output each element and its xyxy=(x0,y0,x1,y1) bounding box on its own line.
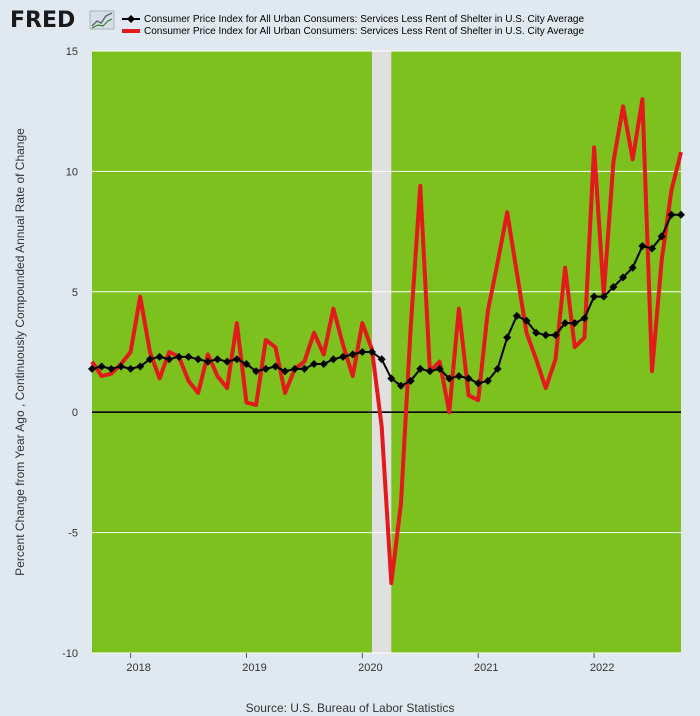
data-point-black xyxy=(387,374,396,383)
legend-item-red[interactable]: Consumer Price Index for All Urban Consu… xyxy=(122,26,584,37)
legend: Consumer Price Index for All Urban Consu… xyxy=(122,14,584,37)
series-black xyxy=(88,210,685,390)
data-point-black xyxy=(203,357,212,366)
data-point-black xyxy=(126,364,135,373)
data-point-black xyxy=(609,282,618,291)
data-point-black xyxy=(570,319,579,328)
data-point-black xyxy=(512,311,521,320)
data-point-black xyxy=(319,360,328,369)
fred-logo[interactable]: FRED xyxy=(10,8,115,33)
data-point-black xyxy=(107,364,116,373)
data-point-black xyxy=(435,364,444,373)
data-point-black xyxy=(338,352,347,361)
legend-label-red: Consumer Price Index for All Urban Consu… xyxy=(144,26,584,37)
data-point-black xyxy=(464,374,473,383)
data-point-black xyxy=(213,355,222,364)
data-point-black xyxy=(580,314,589,323)
data-point-black xyxy=(667,210,676,219)
data-point-black xyxy=(474,379,483,388)
data-point-black xyxy=(493,364,502,373)
data-point-black xyxy=(541,331,550,340)
x-tick-label: 2020 xyxy=(358,662,382,674)
data-point-black xyxy=(329,355,338,364)
data-point-black xyxy=(261,364,270,373)
x-tick-label: 2021 xyxy=(474,662,498,674)
data-point-black xyxy=(599,292,608,301)
data-point-black xyxy=(522,316,531,325)
data-point-black xyxy=(223,357,232,366)
data-point-black xyxy=(165,355,174,364)
y-tick-label: 0 xyxy=(72,407,78,419)
data-point-black xyxy=(551,331,560,340)
data-point-black xyxy=(483,376,492,385)
series-red xyxy=(90,97,683,586)
y-axis-title: Percent Change from Year Ago , Continuou… xyxy=(13,128,27,576)
data-point-black xyxy=(406,376,415,385)
series-line-red xyxy=(90,97,683,586)
legend-label-black: Consumer Price Index for All Urban Consu… xyxy=(144,14,584,25)
data-point-black xyxy=(232,355,241,364)
data-point-black xyxy=(619,273,628,282)
data-point-black xyxy=(184,352,193,361)
data-point-black xyxy=(358,348,367,356)
y-tick-label: 10 xyxy=(66,166,78,178)
data-point-black xyxy=(174,352,183,361)
y-tick-label: -5 xyxy=(68,528,78,540)
y-tick-label: 5 xyxy=(72,287,78,299)
data-point-black xyxy=(194,355,203,364)
legend-item-black[interactable]: Consumer Price Index for All Urban Consu… xyxy=(122,14,584,25)
y-tick-label: 15 xyxy=(66,46,78,58)
data-point-black xyxy=(310,360,319,369)
data-point-black xyxy=(348,350,357,359)
data-point-black xyxy=(290,364,299,373)
trend-line-icon xyxy=(89,10,115,30)
data-point-black xyxy=(281,367,290,376)
data-point-black xyxy=(532,328,541,337)
data-point-black xyxy=(367,348,376,356)
data-point-black xyxy=(445,374,454,383)
data-point-black xyxy=(677,210,685,219)
data-point-black xyxy=(638,242,647,251)
data-point-black xyxy=(116,362,125,371)
data-point-black xyxy=(271,362,280,371)
data-point-black xyxy=(416,364,425,373)
source-note: Source: U.S. Bureau of Labor Statistics xyxy=(246,701,455,715)
data-point-black xyxy=(561,319,570,328)
x-tick-label: 2022 xyxy=(590,662,614,674)
data-point-black xyxy=(300,364,309,373)
data-point-black xyxy=(628,263,637,272)
data-point-black xyxy=(252,367,261,376)
y-axis-ticks: -10 -5 0 5 10 15 xyxy=(62,46,78,660)
x-tick-label: 2019 xyxy=(242,662,266,674)
data-point-black xyxy=(425,367,434,376)
data-point-black xyxy=(88,364,96,373)
data-point-black xyxy=(454,372,463,381)
data-point-black xyxy=(242,360,251,369)
x-tick-label: 2018 xyxy=(126,662,150,674)
data-point-black xyxy=(136,362,145,371)
diamond-icon xyxy=(127,15,135,23)
data-point-black xyxy=(503,333,512,342)
x-axis-ticks: 2018 2019 2020 2021 2022 xyxy=(126,653,614,674)
y-tick-label: -10 xyxy=(62,648,78,660)
plot-area xyxy=(88,50,685,654)
data-point-black xyxy=(648,244,657,253)
data-point-black xyxy=(590,292,599,301)
data-point-black xyxy=(145,355,154,364)
data-point-black xyxy=(657,232,666,241)
logo-text: FRED xyxy=(10,8,75,33)
data-point-black xyxy=(377,355,386,364)
data-point-black xyxy=(396,381,405,390)
data-point-black xyxy=(97,362,106,371)
data-point-black xyxy=(155,352,164,361)
